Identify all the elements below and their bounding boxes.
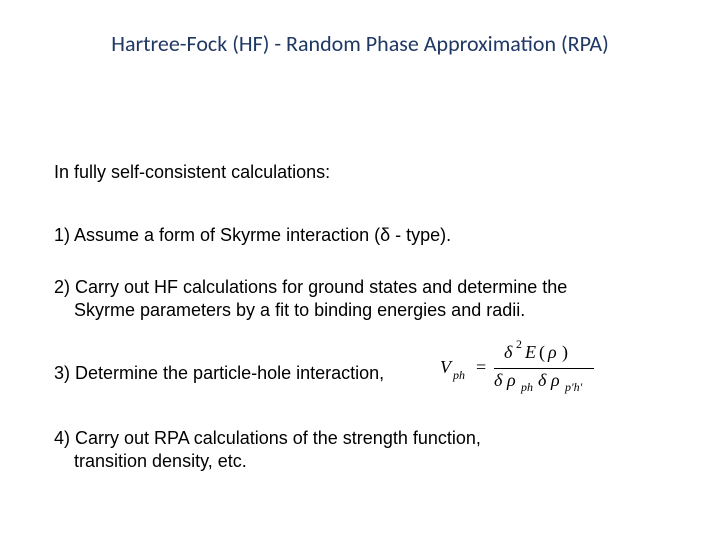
step-4-line2: transition density, etc. bbox=[74, 451, 247, 472]
step-1: 1) Assume a form of Skyrme interaction (… bbox=[54, 225, 451, 246]
formula-E: E bbox=[525, 342, 536, 363]
intro-text: In fully self-consistent calculations: bbox=[54, 162, 330, 183]
formula-delta-num: δ bbox=[504, 342, 512, 363]
formula-rho-den1: ρ bbox=[507, 370, 516, 391]
formula-delta-den2: δ bbox=[538, 370, 546, 391]
fraction-line bbox=[494, 368, 594, 369]
formula-rho-num: ρ bbox=[548, 342, 557, 363]
formula-V: V bbox=[440, 357, 451, 378]
formula-delta-den1: δ bbox=[494, 370, 502, 391]
slide: { "title": { "text": "Hartree-Fock (HF) … bbox=[0, 0, 720, 540]
formula-sup2: 2 bbox=[516, 337, 522, 352]
formula-sub-den1: ph bbox=[521, 380, 533, 395]
formula-sub-ph: ph bbox=[453, 368, 465, 383]
formula-rho-den2: ρ bbox=[551, 370, 560, 391]
formula-lparen: ( bbox=[539, 342, 545, 363]
step-3: 3) Determine the particle-hole interacti… bbox=[54, 363, 384, 384]
formula-equals: = bbox=[476, 357, 486, 378]
slide-title: Hartree-Fock (HF) - Random Phase Approxi… bbox=[0, 30, 720, 57]
step-2-line1: 2) Carry out HF calculations for ground … bbox=[54, 277, 567, 298]
formula-sub-den2: p'h' bbox=[565, 380, 582, 395]
step-4-line1: 4) Carry out RPA calculations of the str… bbox=[54, 428, 481, 449]
particle-hole-formula: V ph = δ 2 E ( ρ ) δ ρ ph δ ρ p'h' bbox=[440, 342, 620, 392]
formula-rparen: ) bbox=[562, 342, 568, 363]
step-2-line2: Skyrme parameters by a fit to binding en… bbox=[74, 300, 525, 321]
